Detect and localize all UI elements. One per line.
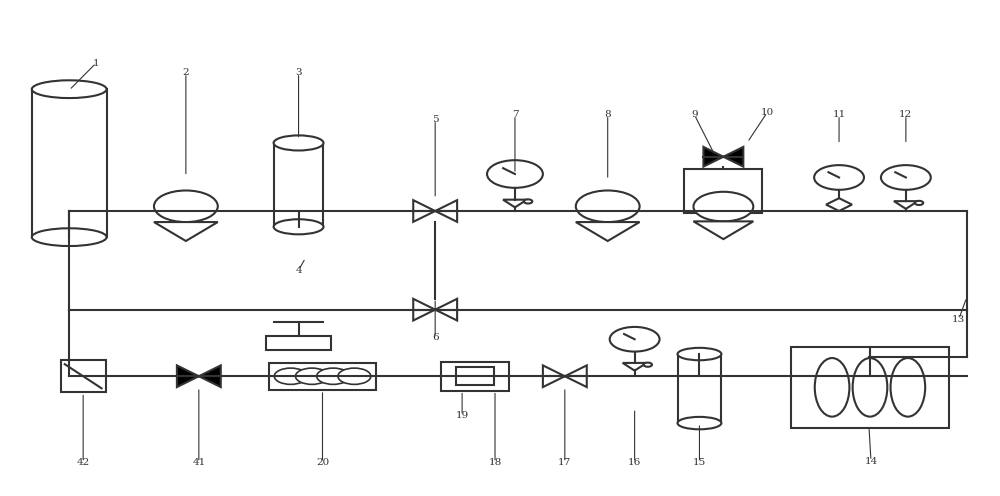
Bar [456,367,494,385]
Circle shape [524,199,532,203]
Text: 4: 4 [295,266,302,275]
Bar [441,362,509,390]
Bar [684,169,762,213]
Polygon shape [703,147,743,167]
Circle shape [154,190,218,222]
Polygon shape [826,198,852,211]
Circle shape [338,368,371,384]
Polygon shape [543,366,587,387]
Ellipse shape [274,219,323,234]
Ellipse shape [678,348,721,360]
Polygon shape [503,200,527,207]
Circle shape [693,192,753,221]
Bar [32,89,107,237]
Text: 13: 13 [952,315,965,324]
Ellipse shape [32,228,107,246]
Bar [61,360,106,392]
Text: 18: 18 [488,458,502,467]
Text: 14: 14 [864,457,878,466]
Bar [791,347,949,428]
Text: 41: 41 [192,458,205,467]
Circle shape [814,165,864,190]
Bar [274,143,323,227]
Ellipse shape [678,417,721,430]
Text: 17: 17 [558,458,571,467]
Circle shape [487,160,543,188]
Text: 9: 9 [691,110,698,120]
Text: 10: 10 [761,108,774,117]
Circle shape [576,190,640,222]
Bar [266,336,331,350]
Text: 42: 42 [77,458,90,467]
Text: 7: 7 [512,110,518,120]
Circle shape [610,327,660,352]
Polygon shape [177,366,221,387]
Circle shape [881,165,931,190]
Text: 2: 2 [183,68,189,77]
Polygon shape [413,299,457,320]
Text: 8: 8 [604,110,611,120]
Ellipse shape [274,135,323,150]
Polygon shape [154,222,218,241]
Text: 3: 3 [295,68,302,77]
Text: 6: 6 [432,333,438,342]
Bar [269,363,376,390]
Polygon shape [894,201,918,209]
Text: 5: 5 [432,115,438,124]
Text: 15: 15 [693,458,706,467]
Polygon shape [413,200,457,222]
Circle shape [274,368,307,384]
Text: 11: 11 [832,110,846,120]
Text: 16: 16 [628,458,641,467]
Text: 1: 1 [93,59,99,67]
Circle shape [317,368,350,384]
Bar [678,354,721,423]
Text: 12: 12 [899,110,912,120]
Circle shape [915,201,923,205]
Polygon shape [576,222,640,241]
Circle shape [644,363,652,367]
Ellipse shape [32,80,107,98]
Text: 19: 19 [455,411,469,420]
Polygon shape [693,221,753,239]
Circle shape [295,368,328,384]
Polygon shape [623,363,647,371]
Text: 20: 20 [316,458,329,467]
